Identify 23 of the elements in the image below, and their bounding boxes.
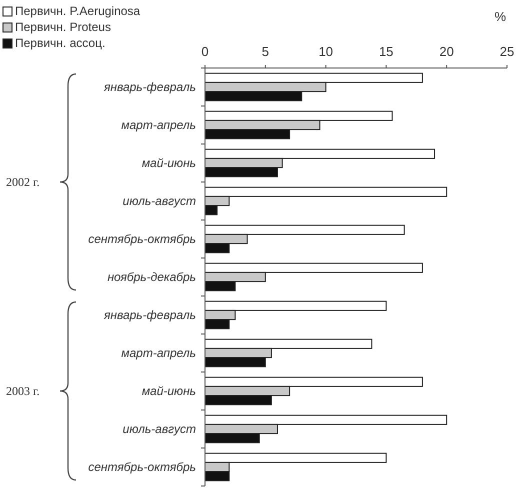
y-tick-label: ноябрь-декабрь (107, 270, 196, 284)
x-axis-title: % (494, 9, 506, 24)
x-tick-label: 5 (262, 44, 270, 59)
y-tick-label: январь-февраль (102, 80, 196, 94)
x-tick-label: 25 (500, 44, 514, 59)
legend-label: Первичн. P.Aeruginosa (15, 4, 140, 18)
y-tick-label: май-июнь (142, 384, 196, 398)
y-tick-label: январь-февраль (102, 308, 196, 322)
y-tick-label: июль-август (122, 194, 196, 208)
y-tick-label: март-апрель (121, 346, 196, 360)
y-tick-label: май-июнь (142, 156, 196, 170)
y-tick-label: сентябрь-октябрь (88, 460, 196, 474)
x-tick-label: 20 (439, 44, 454, 59)
y-tick-label: март-апрель (121, 118, 196, 132)
x-tick-label: 0 (201, 44, 209, 59)
text: 2003 г. (6, 384, 40, 398)
y-tick-label: сентябрь-октябрь (88, 232, 196, 246)
text: 2002 г. (6, 175, 40, 189)
legend-label: Первичн. Proteus (15, 20, 111, 34)
legend-label: Первичн. ассоц. (15, 36, 106, 50)
x-tick-label: 10 (318, 44, 334, 59)
x-tick-label: 15 (378, 44, 394, 59)
y-tick-label: июль-август (122, 422, 196, 436)
